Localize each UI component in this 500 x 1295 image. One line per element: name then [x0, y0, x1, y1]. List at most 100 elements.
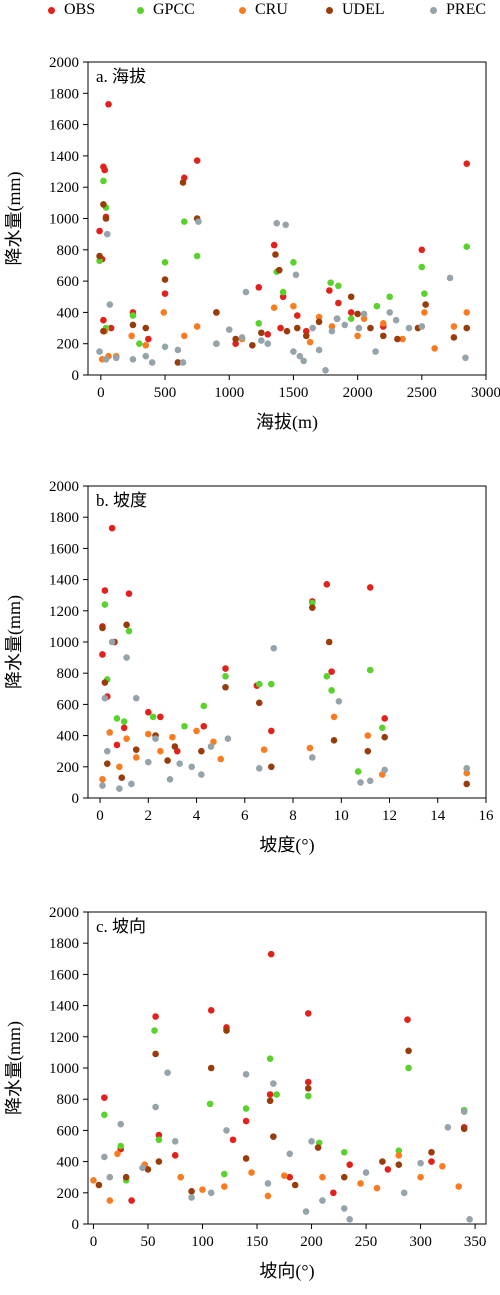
point-prec [462, 354, 469, 362]
point-gpcc [96, 257, 103, 265]
point-prec [225, 326, 233, 333]
point-udel [405, 1047, 412, 1055]
y-tick-label: 2000 [49, 55, 79, 71]
point-obs [145, 708, 152, 716]
point-obs [108, 524, 116, 532]
point-gpcc [340, 1148, 348, 1156]
point-cru [180, 332, 188, 340]
point-udel [95, 1181, 103, 1189]
point-cru [360, 315, 368, 322]
chart-panel-1: a. 海拔 0 200 400 600 800 1000 1200 1400 1600 1800 20… [4, 55, 500, 433]
point-udel [394, 335, 401, 343]
point-udel [99, 624, 106, 632]
point-cru [260, 746, 268, 753]
y-axis-label: 降水量(mm) [4, 595, 25, 689]
point-prec [123, 654, 130, 661]
legend-marker [239, 6, 246, 14]
point-udel [302, 332, 310, 340]
point-cru [439, 1162, 446, 1170]
point-obs [200, 722, 208, 730]
point-cru [193, 727, 200, 735]
point-obs [330, 1189, 337, 1197]
point-gpcc [405, 1064, 412, 1072]
point-prec [106, 301, 114, 308]
point-prec [132, 694, 140, 702]
point-cru [357, 1180, 364, 1187]
point-udel [100, 201, 107, 208]
point-udel [152, 1050, 159, 1058]
point-prec [282, 221, 290, 229]
point-cru [319, 1173, 326, 1181]
point-udel [255, 699, 263, 707]
point-obs [323, 580, 331, 588]
legend-marker [137, 6, 144, 14]
point-prec [171, 1138, 179, 1145]
point-obs [152, 1013, 159, 1020]
point-prec [176, 760, 183, 767]
point-cru [132, 754, 140, 761]
point-obs [418, 246, 426, 254]
y-tick-label: 1000 [49, 1061, 79, 1077]
point-cru [145, 730, 152, 738]
point-udel [428, 1148, 435, 1156]
point-prec [460, 1108, 468, 1115]
point-prec [152, 735, 159, 743]
point-prec [148, 359, 156, 366]
point-obs [101, 587, 109, 594]
point-prec [101, 1153, 108, 1161]
point-udel [122, 1173, 130, 1181]
y-tick-label: 2000 [49, 479, 79, 495]
x-tick-label: 6 [241, 808, 249, 824]
point-prec [346, 1216, 353, 1223]
y-tick-label: 2000 [49, 905, 79, 921]
y-axis-label: 降水量(mm) [4, 172, 25, 266]
point-obs [242, 1117, 250, 1125]
point-udel [174, 359, 182, 366]
point-gpcc [125, 627, 133, 635]
point-prec [188, 763, 196, 771]
point-gpcc [266, 1055, 274, 1062]
legend-label: OBS [64, 1, 96, 18]
point-udel [123, 621, 130, 629]
point-obs [96, 227, 103, 235]
point-obs [128, 1197, 135, 1204]
point-prec [362, 1169, 370, 1176]
point-udel [463, 324, 471, 332]
point-udel [463, 780, 471, 788]
point-prec [444, 1123, 452, 1131]
legend-label: PREC [446, 1, 487, 18]
point-prec [103, 230, 111, 238]
y-tick-label: 1000 [49, 635, 79, 651]
point-cru [315, 313, 323, 321]
point-udel [460, 1125, 468, 1133]
point-gpcc [290, 259, 297, 266]
point-gpcc [268, 680, 275, 688]
point-obs [266, 1091, 274, 1098]
point-prec [315, 346, 323, 354]
point-cru [116, 763, 123, 771]
x-tick-label: 200 [300, 1234, 323, 1250]
point-obs [125, 590, 133, 597]
point-prec [366, 777, 374, 785]
x-tick-label: 250 [355, 1234, 378, 1250]
y-tick-label: 1400 [49, 573, 79, 589]
point-prec [223, 1127, 230, 1134]
point-obs [268, 727, 275, 735]
x-axis-label: 坡向(°) [259, 1261, 314, 1282]
point-obs [101, 1094, 108, 1101]
x-axis-label: 坡度(°) [259, 835, 314, 856]
y-tick-label: 200 [57, 1186, 80, 1202]
point-obs [346, 1161, 353, 1169]
point-gpcc [101, 1111, 108, 1119]
point-udel [118, 774, 126, 782]
x-tick-label: 0 [97, 385, 105, 401]
point-prec [292, 271, 300, 279]
point-udel [283, 327, 291, 335]
point-obs [267, 950, 275, 958]
series-udel [96, 179, 471, 366]
point-prec [340, 1205, 348, 1212]
point-prec [417, 1159, 424, 1167]
point-obs [277, 324, 284, 332]
point-gpcc [181, 722, 188, 730]
legend-item-obs: OBS [48, 0, 95, 20]
